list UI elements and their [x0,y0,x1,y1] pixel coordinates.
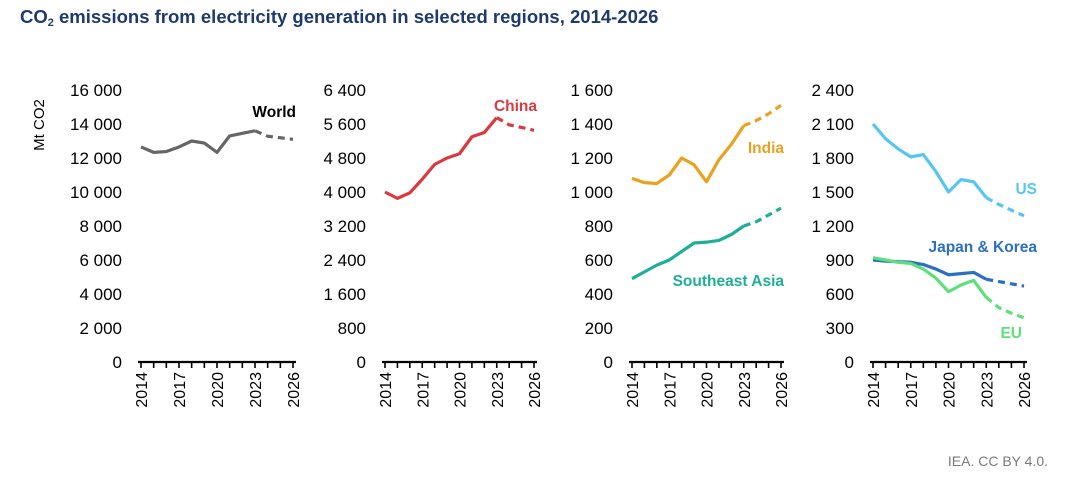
us-forecast-line [985,196,1025,218]
china-forecast-line [495,116,535,132]
y-tick-label: 12 000 [70,149,122,168]
eu-line [872,256,988,299]
y-tick-label: 1 800 [811,149,854,168]
x-tick-label: 2023 [979,372,996,408]
x-tick-label: 2014 [866,372,883,408]
y-tick-label: 8 000 [79,217,122,236]
x-tick-label: 2026 [286,372,303,408]
chart-title: CO2 emissions from electricity generatio… [20,6,659,29]
eu-series-label: EU [1000,325,1022,342]
y-tick-label: 4 000 [79,285,122,304]
world-panel: 0 2 000 4 000 6 000 8 000 10 000 12 000 14 000 1… [70,81,303,408]
y-tick-label: 800 [338,319,366,338]
eu-forecast-line [985,296,1025,320]
x-tick-label: 2017 [904,372,921,408]
y-tick-label: 16 000 [70,81,122,100]
world-line [140,129,256,154]
x-tick-label: 2017 [172,372,189,408]
y-tick-label: 1 600 [323,285,366,304]
y-tick-label: 4 800 [323,149,366,168]
y-tick-label: 1 200 [811,217,854,236]
y-tick-label: 0 [113,353,122,372]
x-tick-label: 2026 [1017,372,1034,408]
y-tick-label: 2 100 [811,115,854,134]
x-tick-label: 2017 [415,372,432,408]
y-tick-label: 1 200 [570,149,613,168]
y-tick-label: 600 [826,285,854,304]
x-tick-label: 2020 [453,372,470,408]
y-tick-label: 1 400 [570,115,613,134]
china-line [384,116,498,200]
x-tick-label: 2014 [134,372,151,408]
world-forecast-line [254,129,294,141]
india-forecast-line [743,103,782,128]
x-tick-label: 2023 [490,372,507,408]
us-series-label: US [1015,181,1037,198]
y-tick-label: 600 [585,251,613,270]
southeast_asia-series-label: Southeast Asia [673,273,785,290]
y-axis-title: Mt CO2 [31,99,48,151]
y-tick-label: 300 [826,319,854,338]
y-tick-label: 2 400 [811,81,854,100]
world-series-label: World [252,104,296,121]
x-tick-label: 2020 [210,372,227,408]
y-tick-label: 5 600 [323,115,366,134]
x-tick-label: 2026 [774,372,791,408]
us-jk-eu-panel: 0 300 600 900 1 200 1 500 1 800 2 100 2 400 2014 2… [811,81,1037,408]
china-series-label: China [494,98,537,115]
y-tick-label: 200 [585,319,613,338]
y-tick-label: 3 200 [323,217,366,236]
y-tick-label: 2 400 [323,251,366,270]
us-line [871,122,988,199]
y-tick-label: 1 500 [811,183,854,202]
southeast_asia-forecast-line [743,206,782,228]
y-tick-label: 0 [357,353,366,372]
india-line [631,124,746,186]
x-tick-label: 2026 [527,372,544,408]
y-tick-label: 4 000 [323,183,366,202]
x-tick-label: 2014 [625,372,642,408]
y-tick-label: 800 [585,217,613,236]
y-tick-label: 1 000 [570,183,613,202]
x-tick-label: 2020 [942,372,959,408]
india-sea-panel: 0 200 400 600 800 1 000 1 200 1 400 1 600 2014 201… [570,81,791,408]
y-tick-label: 1 600 [570,81,613,100]
x-tick-label: 2023 [737,372,754,408]
japan_korea-forecast-line [985,277,1025,288]
india-series-label: India [748,140,785,157]
x-tick-label: 2014 [378,372,395,408]
southeast_asia-line [631,224,745,281]
japan_korea-series-label: Japan & Korea [928,239,1037,256]
japan_korea-line [872,258,988,281]
y-tick-label: 0 [604,353,613,372]
y-tick-label: 10 000 [70,183,122,202]
china-panel: 0 800 1 600 2 400 3 200 4 000 4 800 5 600 6 400 2… [323,81,544,408]
x-tick-label: 2017 [662,372,679,408]
y-tick-label: 6 400 [323,81,366,100]
y-tick-label: 2 000 [79,319,122,338]
y-tick-label: 14 000 [70,115,122,134]
y-tick-label: 900 [826,251,854,270]
source-credit: IEA. CC BY 4.0. [947,453,1048,469]
x-tick-label: 2023 [248,372,265,408]
y-tick-label: 6 000 [79,251,122,270]
y-tick-label: 0 [845,353,854,372]
x-tick-label: 2020 [700,372,717,408]
y-tick-label: 400 [585,285,613,304]
